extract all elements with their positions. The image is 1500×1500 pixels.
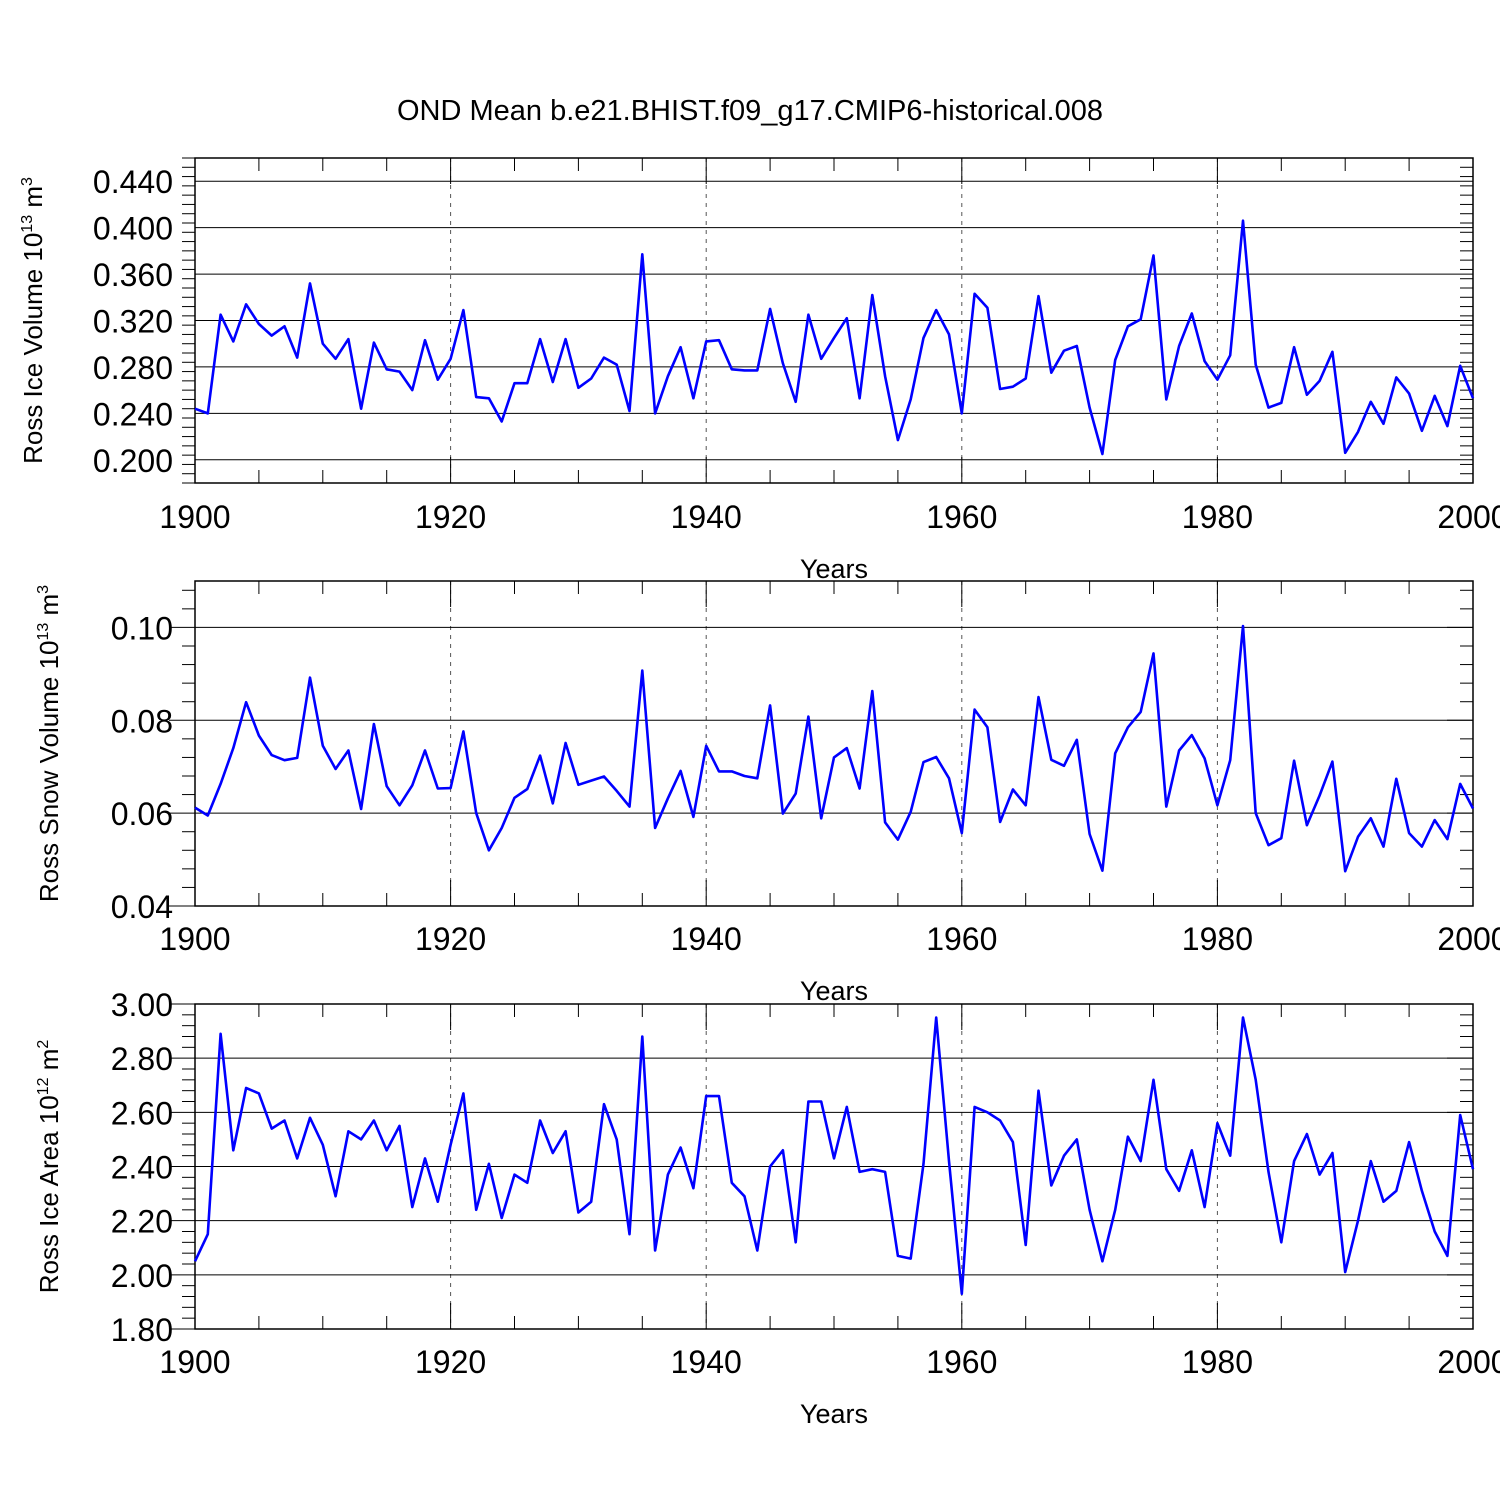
chart-panel-3: 1.80 2.00 2.20 2.40 2.60 2.80 3.00 1900 1920 1940… <box>34 987 1500 1429</box>
y-axis-label-text: Ross Snow Volume 10 <box>34 641 64 903</box>
x-tick-label: 1920 <box>415 499 486 535</box>
y-axis-label-unit: m <box>18 186 48 215</box>
x-tick-label: 1900 <box>159 921 230 957</box>
data-series-line <box>193 1016 1475 1296</box>
data-series-line <box>194 219 1475 456</box>
y-axis-label-text: Ross Ice Volume 10 <box>18 233 48 464</box>
x-tick-label: 1960 <box>926 1344 997 1380</box>
y-tick-label: 0.400 <box>93 211 173 247</box>
y-tick-label: 2.00 <box>111 1258 173 1294</box>
x-tick-label: 1920 <box>415 921 486 957</box>
y-tick-label: 0.280 <box>93 350 173 386</box>
y-tick-label: 0.440 <box>93 164 173 200</box>
x-tick-label: 1960 <box>926 499 997 535</box>
x-tick-label: 1980 <box>1182 921 1253 957</box>
x-tick-label: 1960 <box>926 921 997 957</box>
y-axis-label-exponent: 12 <box>35 1077 52 1095</box>
y-tick-label: 0.04 <box>111 889 173 925</box>
y-tick-label: 2.40 <box>111 1150 173 1186</box>
x-tick-label: 2000 <box>1437 499 1500 535</box>
y-tick-label: 0.06 <box>111 796 173 832</box>
x-tick-label: 1940 <box>671 921 742 957</box>
x-tick-label: 1920 <box>415 1344 486 1380</box>
chart-panel-1: 0.200 0.240 0.280 0.320 0.360 0.400 0.440 1900 1… <box>18 157 1500 584</box>
y-tick-label: 0.08 <box>111 703 173 739</box>
y-axis-label: Ross Snow Volume 1013 m3 <box>34 585 64 902</box>
y-axis-label-exponent: 13 <box>35 623 52 641</box>
y-tick-label: 0.240 <box>93 396 173 432</box>
x-tick-label: 1900 <box>159 1344 230 1380</box>
y-axis-label-text: Ross Ice Area 10 <box>34 1095 64 1293</box>
y-axis-label-unit-exponent: 2 <box>35 1040 52 1049</box>
chart-panel-2: 0.04 0.06 0.08 0.10 1900 1920 1940 1960 1980 2000… <box>34 580 1500 1006</box>
data-series-line <box>194 624 1475 873</box>
x-tick-label: 2000 <box>1437 921 1500 957</box>
x-axis-label: Years <box>800 976 868 1006</box>
y-tick-label: 0.10 <box>111 610 173 646</box>
y-axis-label: Ross Ice Volume 1013 m3 <box>18 177 48 464</box>
figure-title: OND Mean b.e21.BHIST.f09_g17.CMIP6-histo… <box>397 95 1103 127</box>
x-axis-label: Years <box>800 554 868 584</box>
y-tick-label: 1.80 <box>111 1312 173 1348</box>
x-tick-label: 2000 <box>1437 1344 1500 1380</box>
x-tick-label: 1940 <box>671 499 742 535</box>
y-axis-label-unit-exponent: 3 <box>35 585 52 594</box>
y-tick-label: 2.80 <box>111 1041 173 1077</box>
y-axis-label-unit: m <box>34 1049 64 1078</box>
y-tick-label: 0.320 <box>93 304 173 340</box>
y-axis-label-unit-exponent: 3 <box>19 177 36 186</box>
x-tick-label: 1900 <box>159 499 230 535</box>
x-tick-label: 1980 <box>1182 499 1253 535</box>
x-axis-label: Years <box>800 1399 868 1429</box>
y-tick-label: 0.200 <box>93 443 173 479</box>
y-tick-label: 2.60 <box>111 1095 173 1131</box>
y-axis-label-unit: m <box>34 594 64 623</box>
y-axis-label-exponent: 13 <box>19 215 36 233</box>
x-tick-label: 1940 <box>671 1344 742 1380</box>
x-tick-label: 1980 <box>1182 1344 1253 1380</box>
y-tick-label: 2.20 <box>111 1204 173 1240</box>
y-axis-label: Ross Ice Area 1012 m2 <box>34 1040 64 1294</box>
y-tick-label: 0.360 <box>93 257 173 293</box>
y-tick-label: 3.00 <box>111 987 173 1023</box>
